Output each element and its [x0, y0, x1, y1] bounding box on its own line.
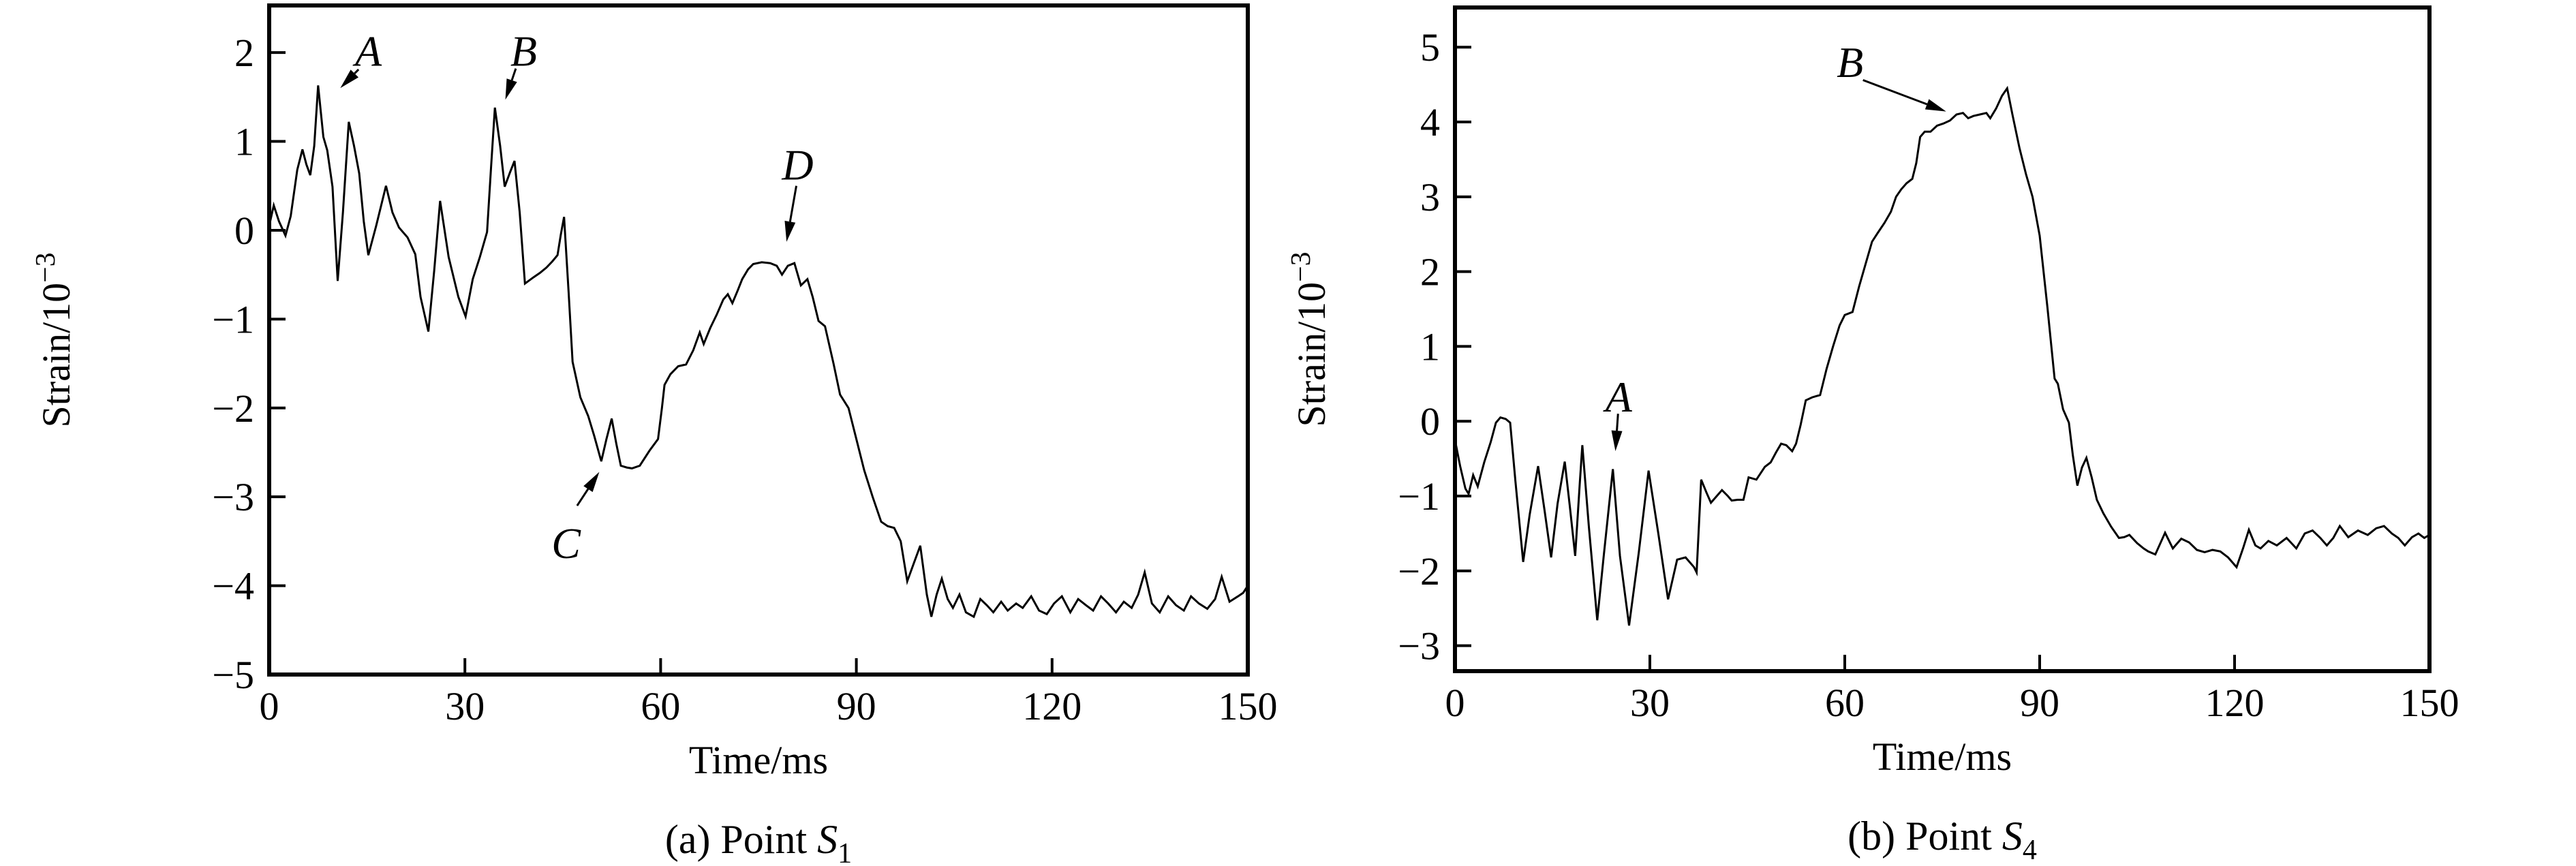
series-line-strain-S1 — [268, 85, 1249, 619]
y-tick-label: 2 — [234, 31, 254, 75]
annotation-arrow-line-D — [788, 185, 798, 222]
annotation-label-B: B — [1837, 38, 1863, 87]
panel-caption: (b) Point S4 — [1847, 814, 2037, 866]
annotation-arrow-head-D — [784, 220, 796, 242]
annotation-label-A: A — [352, 27, 382, 76]
x-tick-label: 150 — [2400, 681, 2459, 725]
annotation-arrow-line-A — [354, 68, 360, 74]
x-axis-title: Time/ms — [1873, 734, 2012, 779]
chart-panel-a: 0 30 60 90 120 150 2 1 0 −1 −2 −3 −4 −5 Strain/10−3 Tim… — [30, 3, 1278, 866]
annotation-arrow-head-A — [1611, 430, 1623, 452]
x-tick-label: 120 — [2205, 681, 2265, 725]
annotation-label-B: B — [510, 27, 537, 76]
y-tick-label: 3 — [1420, 175, 1440, 219]
y-tick-label: −1 — [1398, 474, 1440, 519]
y-axis-title: Strain/10−3 — [1285, 251, 1334, 427]
y-tick-label: 1 — [234, 120, 254, 164]
annotation-arrow-line-A — [1616, 414, 1619, 431]
x-tick-label: 90 — [2020, 681, 2059, 725]
annotation-arrow-line-B — [510, 68, 517, 81]
chart-panel-b: 0 30 60 90 120 150 5 4 3 2 1 0 −1 −2 −3 Strain/10−3 Time… — [1285, 5, 2459, 866]
annotation-label-D: D — [781, 140, 813, 189]
x-tick-label: 30 — [1630, 681, 1670, 725]
panel-caption: (a) Point S1 — [665, 817, 852, 866]
x-tick-label: 90 — [837, 684, 876, 728]
series-line-strain-S4 — [1454, 85, 2430, 626]
plot-border — [267, 3, 1250, 677]
x-tick-label: 60 — [641, 684, 680, 728]
annotation-label-C: C — [551, 519, 581, 568]
x-tick-label: 0 — [1445, 681, 1465, 725]
y-tick-label: 0 — [1420, 399, 1440, 444]
y-tick-label: −2 — [1398, 549, 1440, 593]
x-tick-label: 150 — [1218, 684, 1278, 728]
annotation-arrow-line-C — [576, 488, 589, 507]
y-tick-label: 0 — [234, 208, 254, 253]
plot-border — [1453, 5, 2432, 673]
x-axis-title: Time/ms — [689, 738, 828, 782]
x-tick-label: 60 — [1825, 681, 1865, 725]
x-tick-label: 30 — [445, 684, 485, 728]
y-tick-label: 5 — [1420, 25, 1440, 69]
x-tick-label: 0 — [260, 684, 279, 728]
y-tick-label: −5 — [212, 653, 254, 697]
annotation-label-A: A — [1603, 373, 1633, 421]
annotation-arrow-head-A — [340, 69, 359, 89]
annotation-arrow-head-C — [583, 471, 600, 493]
y-tick-label: −4 — [212, 564, 254, 608]
annotation-arrow-head-B — [1925, 99, 1946, 112]
y-tick-label: 2 — [1420, 250, 1440, 294]
annotation-arrow-line-B — [1862, 79, 1928, 106]
y-tick-label: −3 — [212, 475, 254, 519]
y-axis-title: Strain/10−3 — [30, 252, 78, 427]
y-tick-label: −1 — [212, 297, 254, 341]
y-tick-label: −3 — [1398, 624, 1440, 668]
x-tick-label: 120 — [1022, 684, 1082, 728]
y-tick-label: −2 — [212, 386, 254, 431]
y-tick-label: 4 — [1420, 100, 1440, 144]
annotation-arrow-head-B — [505, 78, 517, 100]
y-tick-label: 1 — [1420, 324, 1440, 369]
